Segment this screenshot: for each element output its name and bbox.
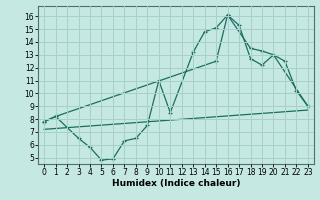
X-axis label: Humidex (Indice chaleur): Humidex (Indice chaleur)	[112, 179, 240, 188]
